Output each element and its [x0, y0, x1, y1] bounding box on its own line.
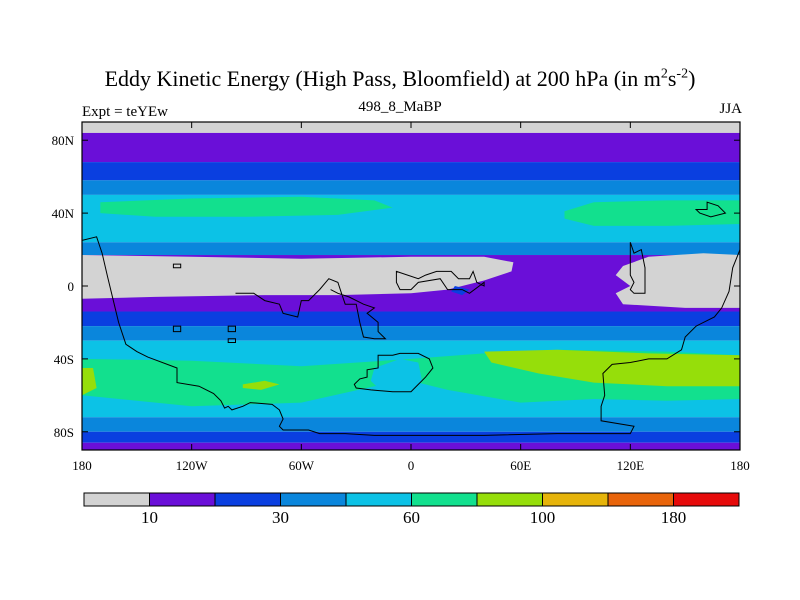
contour-region-1: [615, 253, 740, 308]
chart-subtitle: 498_8_MaBP: [358, 99, 442, 115]
colorbar: 10 30 60 100 180: [83, 492, 740, 527]
coastline: [82, 201, 740, 436]
colorbar-label: 60: [403, 508, 420, 527]
x-tick-label: 0: [408, 458, 415, 473]
colorbar-box: [542, 492, 609, 507]
contour-region-7: [242, 380, 280, 390]
contour-band-11: [82, 431, 740, 443]
x-tick-label: 180: [72, 458, 92, 473]
colorbar-label: 30: [272, 508, 289, 527]
x-tick-label: 60E: [510, 458, 531, 473]
colorbar-box: [214, 492, 281, 507]
y-axis: 80N 40N 0 40S 80S: [52, 133, 740, 440]
x-axis: 180 120W 60W 0 60E 120E 180: [72, 122, 750, 473]
plot-area: [82, 122, 740, 450]
contour-region-5: [484, 349, 740, 387]
contour-band-10: [82, 417, 740, 432]
contour-band-2: [82, 162, 740, 181]
contour-band-7: [82, 311, 740, 327]
colorbar-label: 10: [141, 508, 158, 527]
contour-region-9: [370, 358, 422, 396]
coastlines: [82, 201, 740, 436]
contour-region-2: [100, 196, 393, 217]
y-tick-label: 0: [68, 279, 75, 294]
contour-region-6: [82, 368, 97, 396]
colorbar-box: [149, 492, 216, 507]
colorbar-box: [476, 492, 543, 507]
season-label: JJA: [719, 101, 742, 117]
contour-region-0: [82, 255, 514, 299]
experiment-label: Expt = teYEw: [82, 104, 168, 120]
y-tick-label: 40S: [54, 352, 74, 367]
x-tick-label: 120E: [617, 458, 645, 473]
contour-band-3: [82, 180, 740, 195]
colorbar-box: [673, 492, 740, 507]
y-tick-label: 40N: [52, 206, 75, 221]
x-tick-label: 180: [730, 458, 750, 473]
contour-band-8: [82, 326, 740, 341]
colorbar-label: 180: [661, 508, 687, 527]
contour-band-5: [82, 242, 740, 256]
x-tick-label: 60W: [289, 458, 315, 473]
contour-region-3: [564, 200, 740, 226]
chart-title: Eddy Kinetic Energy (High Pass, Bloomfie…: [104, 66, 696, 91]
colorbar-box: [607, 492, 674, 507]
colorbar-box: [345, 492, 412, 507]
x-tick-label: 120W: [176, 458, 209, 473]
colorbar-box: [83, 492, 150, 507]
colorbar-label: 100: [530, 508, 556, 527]
colorbar-box: [411, 492, 478, 507]
contour-band-1: [82, 132, 740, 163]
y-tick-label: 80S: [54, 425, 74, 440]
contour-region-8: [451, 286, 470, 296]
y-tick-label: 80N: [52, 133, 75, 148]
colorbar-box: [280, 492, 347, 507]
